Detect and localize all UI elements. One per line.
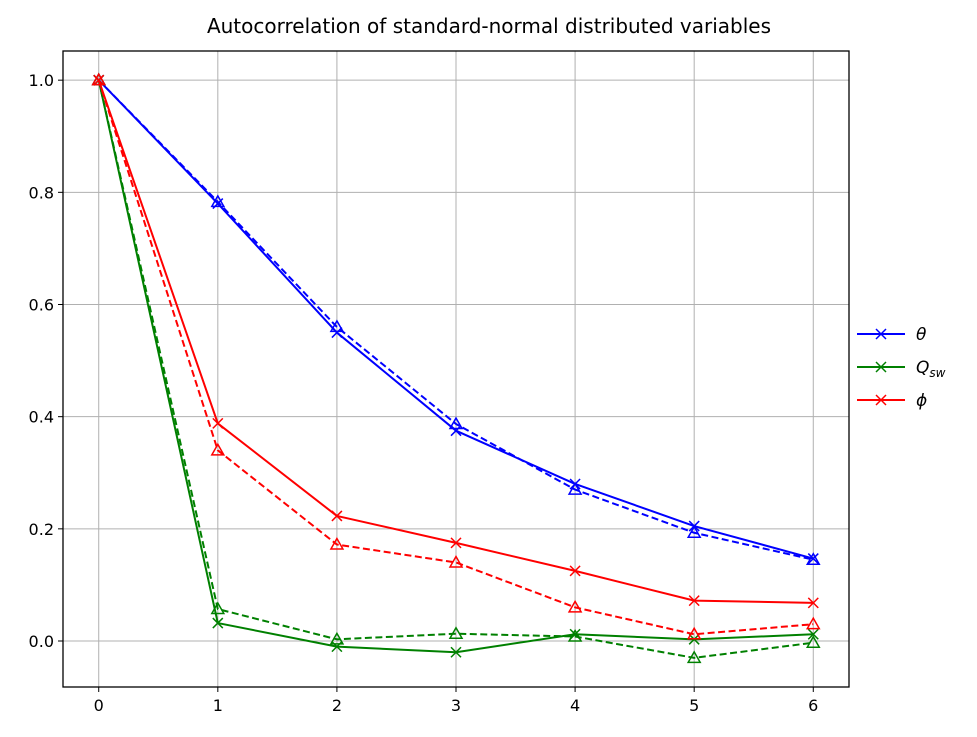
data-point (686, 525, 702, 539)
data-point (688, 595, 700, 607)
data-point (329, 631, 345, 645)
data-point (686, 626, 702, 640)
data-point (567, 482, 583, 495)
data-point (331, 510, 343, 522)
data-point (807, 597, 819, 609)
y-tick-label: 0.4 (29, 408, 54, 427)
axis-ticks: 0 1 2 3 4 5 6 0.0 0.2 0.4 0.6 0.8 1.0 (29, 71, 819, 715)
data-point (805, 552, 821, 565)
data-point (450, 646, 462, 658)
y-tick-label: 0.2 (29, 520, 54, 539)
legend-label: Qsw (916, 358, 946, 380)
y-tick-label: 0.0 (29, 632, 54, 651)
x-tick-label: 6 (808, 696, 818, 715)
data-point (805, 635, 821, 648)
chart-title: Autocorrelation of standard-normal distr… (207, 14, 771, 38)
data-point (210, 194, 226, 208)
data-point (448, 626, 464, 639)
data-point (212, 417, 224, 429)
data-point (210, 601, 226, 615)
x-tick-label: 1 (213, 696, 223, 715)
legend-marker (875, 394, 887, 406)
x-tick-label: 4 (570, 696, 580, 715)
y-tick-label: 0.8 (29, 183, 54, 202)
data-point (567, 599, 583, 613)
x-tick-label: 5 (689, 696, 699, 715)
x-tick-label: 0 (94, 696, 104, 715)
data-point (567, 629, 583, 642)
series-line (97, 79, 814, 659)
series-line (97, 79, 814, 636)
data-point (91, 72, 107, 86)
series-5-dashed (91, 72, 821, 640)
data-point (450, 537, 462, 549)
data-point (448, 416, 464, 430)
legend-label: θ (916, 325, 927, 345)
data-point (450, 425, 462, 437)
legend-item: θ (857, 325, 927, 345)
y-tick-label: 0.6 (29, 296, 54, 315)
legend: θ Qsw ϕ (857, 325, 946, 411)
x-tick-label: 2 (332, 696, 342, 715)
data-point (807, 628, 819, 640)
data-point (807, 553, 819, 565)
data-point (686, 650, 702, 664)
x-tick-label: 3 (451, 696, 461, 715)
series-line (98, 79, 814, 561)
data-point (210, 442, 226, 456)
data-point (329, 537, 345, 550)
data-point (448, 554, 464, 568)
data-point (569, 565, 581, 577)
data-point (212, 617, 224, 629)
data-point (805, 616, 821, 630)
grid (63, 51, 849, 687)
legend-marker (875, 328, 887, 340)
series-layer (91, 72, 821, 664)
data-point (329, 319, 345, 333)
legend-item: Qsw (857, 358, 946, 380)
legend-label: ϕ (916, 391, 927, 411)
legend-item: ϕ (857, 391, 927, 411)
y-tick-label: 1.0 (29, 71, 54, 90)
legend-marker (875, 361, 887, 373)
